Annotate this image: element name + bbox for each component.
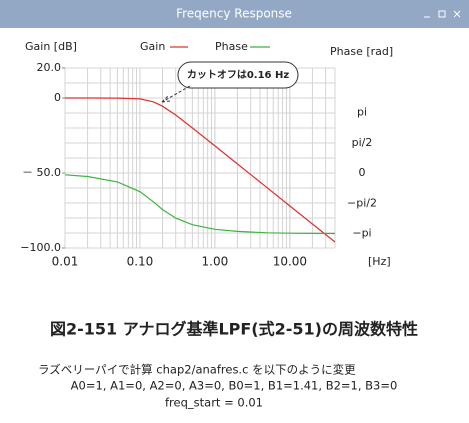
y2-tick-label: −pi [352,227,371,240]
y-axis-label: Gain [dB] [25,40,77,53]
legend-label: Gain [140,40,165,53]
series-line [65,97,336,243]
maximize-icon[interactable] [438,10,446,18]
y2-tick-label: 0 [359,166,366,179]
annotation-arrow [161,85,191,103]
x-tick-label: 0.01 [52,255,79,269]
y2-tick-label: pi [357,105,367,118]
title-bar [0,0,469,28]
y-tick-label: −100.0 [20,241,61,254]
note: ラズベリーパイで計算 chap2/anafres.c を以下のように変更 [38,363,356,377]
legend-label: Phase [215,40,248,53]
figure-caption: 図2-151 アナログ基準LPF(式2-51)の周波数特性 [50,320,418,339]
x-tick-label: 1.00 [202,255,229,269]
y-tick-label: 0 [54,91,61,104]
x-tick-label: 10.00 [273,255,307,269]
y-tick-label: － 50.0 [22,166,61,179]
y2-axis-label: Phase [rad] [330,45,393,58]
series-line [64,174,336,235]
annotation: カットオフは0.16 Hz [187,69,290,81]
x-tick-label: 0.10 [127,255,154,269]
annotation-box [177,61,299,89]
window-title: Freqency Response [176,7,292,21]
y2-tick-label: pi/2 [352,136,373,149]
window-controls[interactable] [424,10,461,18]
y2-tick-label: −pi/2 [347,196,377,209]
close-icon[interactable] [453,10,461,18]
note: A0=1, A1=0, A2=0, A3=0, B0=1, B1=1.41, B… [71,379,398,393]
note: freq_start = 0.01 [165,396,263,410]
x-axis-label: [Hz] [368,255,391,268]
y-tick-label: 20.0 [37,61,62,74]
